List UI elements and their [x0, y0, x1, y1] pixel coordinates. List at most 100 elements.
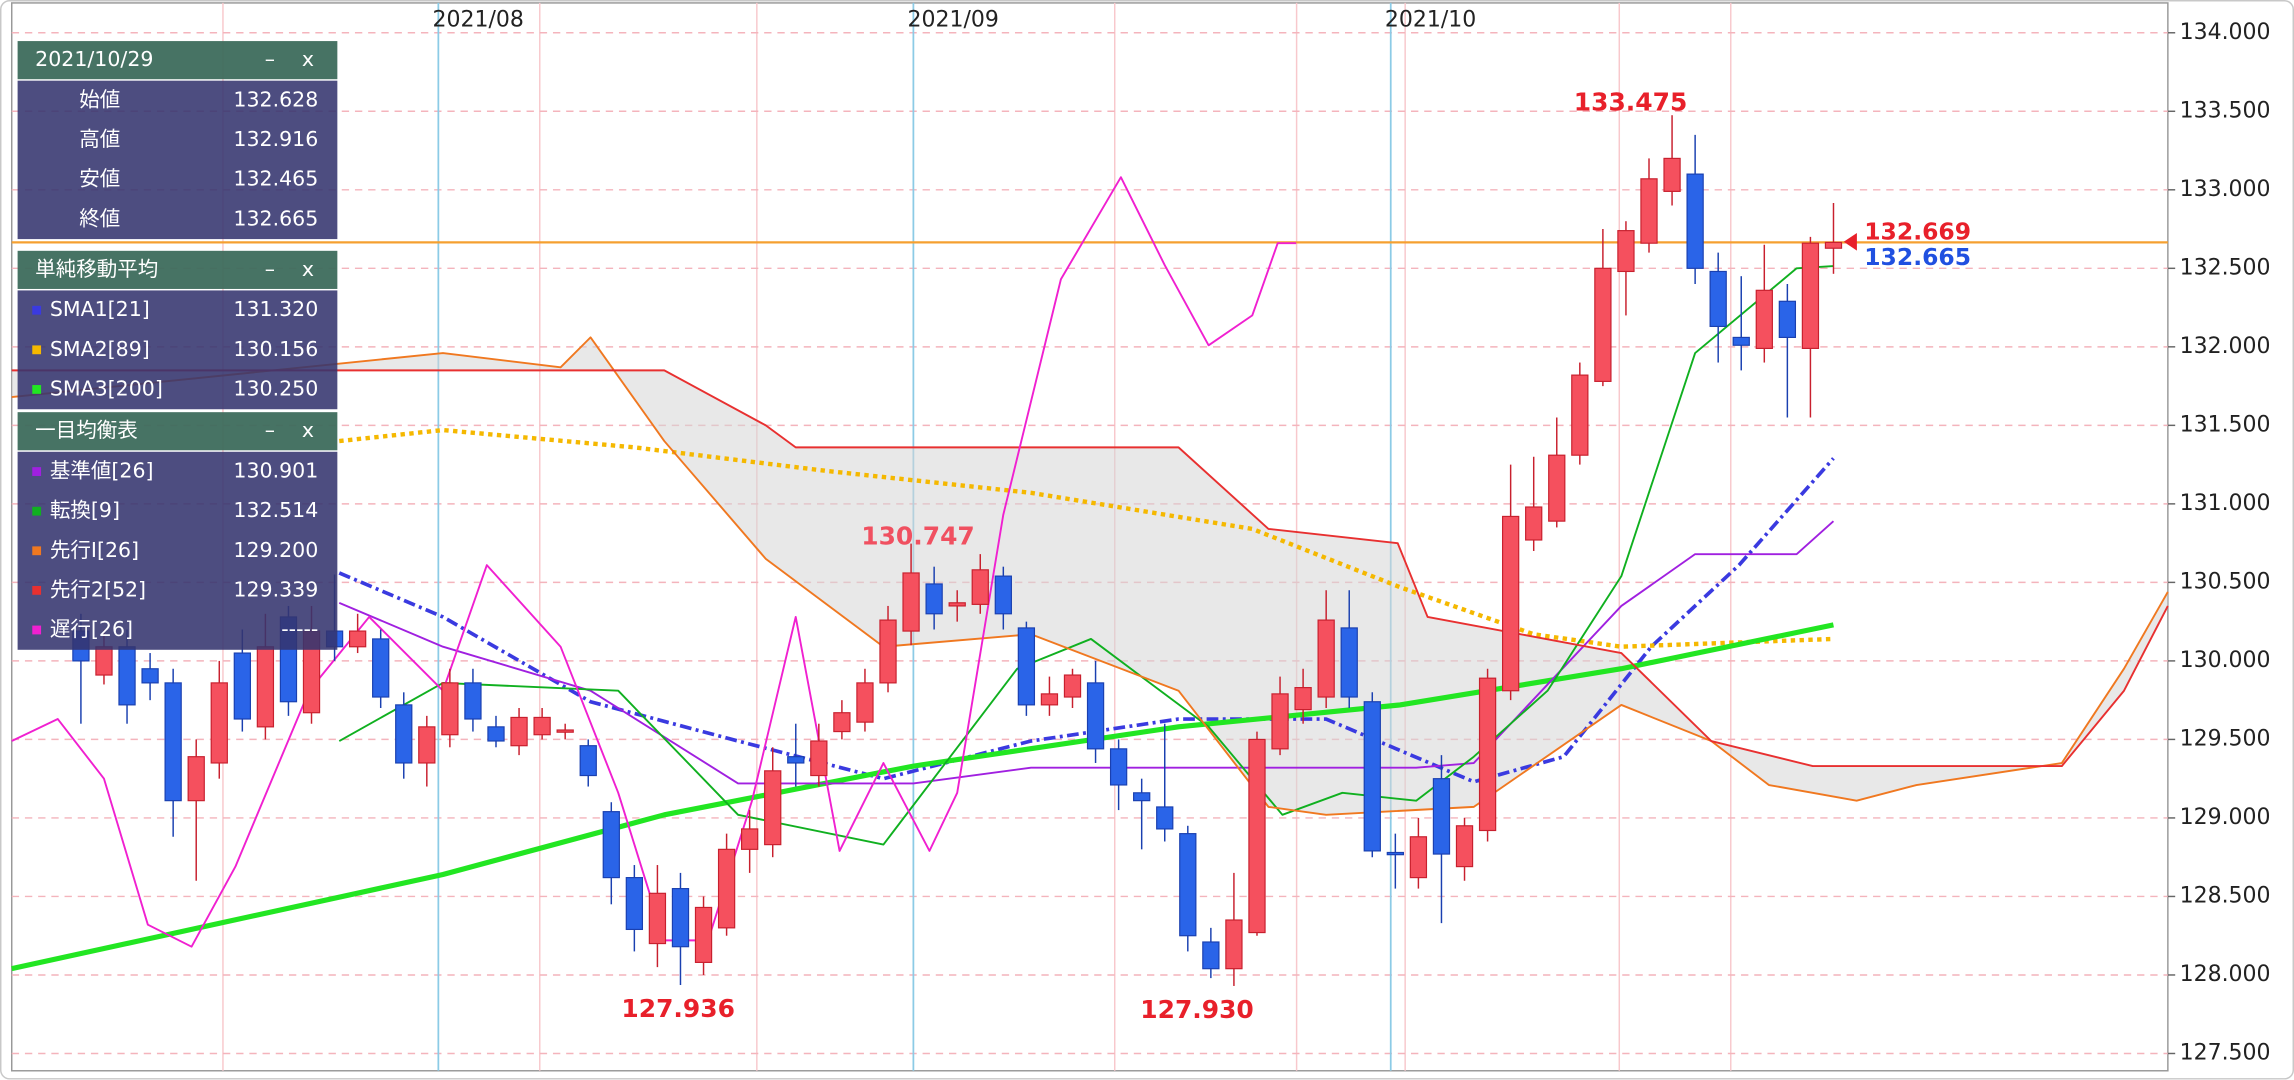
candle-body	[1617, 230, 1635, 273]
candle-body	[1017, 627, 1036, 706]
candle-body	[1317, 619, 1335, 698]
minimize-button[interactable]: –	[265, 418, 275, 442]
candle-body	[787, 756, 805, 764]
x-tick-label: 2021/08	[432, 8, 523, 33]
y-tick-label: 128.500	[2180, 883, 2271, 908]
candle-body	[1248, 738, 1266, 934]
close-button[interactable]: x	[302, 418, 314, 442]
panel-label: 先行2[52]	[50, 577, 146, 601]
panel-value: 129.339	[233, 577, 318, 601]
candle-body	[1478, 677, 1497, 832]
y-tick-label: 132.000	[2180, 334, 2271, 359]
candle-body	[372, 638, 390, 698]
candle-body	[1340, 627, 1358, 698]
candle-body	[1548, 454, 1566, 522]
minimize-button[interactable]: –	[265, 257, 275, 281]
price-marker	[1843, 232, 1857, 251]
candle-body	[925, 583, 943, 615]
candle-body	[141, 668, 159, 684]
candle-body	[1109, 748, 1128, 786]
candle-body	[164, 682, 182, 802]
candle-body	[1156, 806, 1174, 830]
x-tick-label: 2021/09	[908, 8, 999, 33]
candle-body	[1755, 289, 1773, 349]
y-tick-label: 133.000	[2180, 177, 2271, 202]
panel-header	[17, 41, 338, 80]
candle-body	[1709, 270, 1727, 328]
minimize-button[interactable]: –	[265, 47, 275, 71]
candle-body	[556, 729, 574, 733]
candle-body	[1202, 941, 1220, 970]
legend-swatch	[32, 625, 42, 635]
candle-body	[533, 716, 551, 736]
panel-value: 130.901	[233, 459, 318, 483]
panel-label: 遅行[26]	[50, 617, 133, 641]
candle-body	[902, 572, 920, 632]
indicator-line	[338, 265, 1834, 846]
candle-body	[1525, 506, 1543, 541]
panel-label: 基準値[26]	[50, 459, 154, 483]
y-tick-label: 130.000	[2180, 648, 2271, 673]
candle-body	[233, 652, 251, 720]
candle-body	[1040, 693, 1059, 706]
candle-body	[625, 877, 644, 931]
panel-title: 2021/10/29	[35, 47, 153, 71]
x-tick-label: 2021/10	[1385, 8, 1476, 33]
panel-value: 130.156	[233, 337, 318, 361]
close-button[interactable]: x	[302, 47, 314, 71]
legend-swatch	[32, 467, 42, 476]
candle-body	[1801, 242, 1820, 349]
y-tick-label: 132.500	[2180, 255, 2271, 280]
candle-body	[1640, 178, 1658, 244]
annotation: 130.747	[861, 522, 975, 551]
candle-body	[648, 892, 667, 945]
y-tick-label: 127.500	[2180, 1040, 2271, 1065]
annotation: 127.936	[621, 994, 735, 1023]
y-tick-label: 128.000	[2180, 962, 2271, 987]
panel-label: SMA3[200]	[50, 376, 163, 400]
candle-body	[1294, 687, 1312, 711]
candle-body	[1663, 157, 1681, 192]
indicator-line	[338, 457, 1835, 784]
candle-body	[764, 770, 782, 846]
panel-label: 安値	[79, 167, 120, 191]
candle-body	[1386, 851, 1404, 856]
candle-body	[1086, 682, 1105, 750]
candle-body	[971, 569, 989, 605]
close-button[interactable]: x	[302, 257, 314, 281]
panel-label: SMA2[89]	[50, 337, 150, 361]
legend-swatch	[32, 506, 42, 516]
candle-body	[1225, 919, 1243, 970]
panel-value: 132.465	[233, 167, 318, 191]
candle-body	[1063, 674, 1082, 698]
panel-body	[17, 290, 338, 410]
panel-body	[17, 451, 338, 650]
candle-body	[487, 726, 505, 742]
legend-swatch	[32, 585, 42, 595]
panel-value: 132.514	[233, 498, 318, 522]
candle-layer	[72, 115, 1843, 986]
panel-header	[17, 412, 338, 451]
candle-body	[1594, 267, 1612, 382]
candle-body	[602, 811, 620, 879]
legend-swatch	[32, 305, 42, 315]
candle-body	[1133, 792, 1151, 802]
candle-body	[717, 848, 736, 929]
panel-value: 132.628	[233, 87, 318, 111]
panel-header	[17, 250, 338, 289]
panel-title: 単純移動平均	[35, 257, 158, 281]
candle-body	[210, 682, 228, 764]
candle-body	[395, 704, 413, 764]
panel-label: SMA1[21]	[50, 297, 150, 321]
y-tick-label: 129.500	[2180, 726, 2271, 751]
panel-value: -----	[281, 617, 318, 641]
panel-value: 130.250	[233, 376, 318, 400]
candle-body	[948, 602, 966, 607]
panel-label: 転換[9]	[50, 498, 120, 522]
candle-body	[810, 740, 828, 777]
ichimoku-cloud	[11, 337, 2168, 815]
label-layer: 127.500 128.000 128.500 129.000 129.500 130.0…	[432, 8, 2270, 1066]
panel-value: 132.665	[233, 206, 318, 230]
indicator-line	[11, 622, 1834, 972]
